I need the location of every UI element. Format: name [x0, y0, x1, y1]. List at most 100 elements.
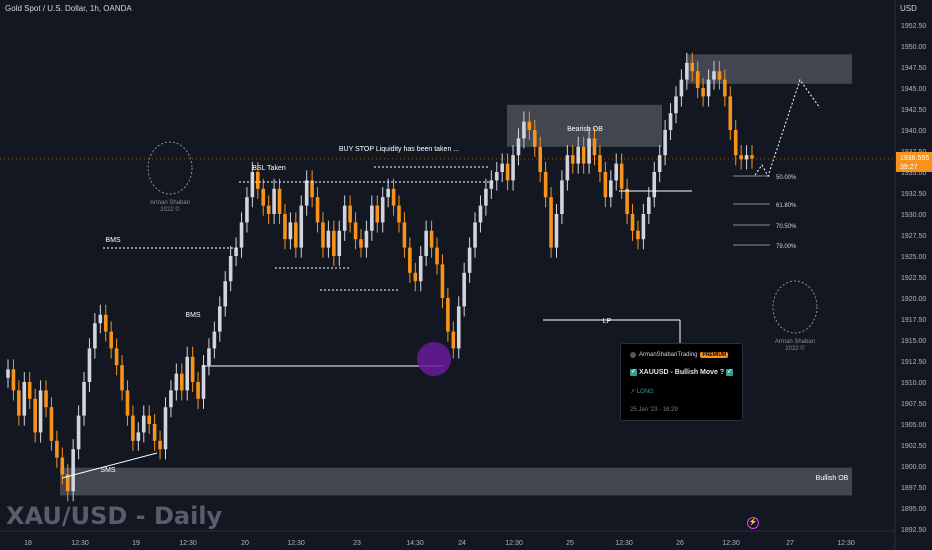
- candle-body: [717, 71, 722, 80]
- signal-card[interactable]: ArmanShabanTrading PREMIUM ✓ XAUUSD - Bu…: [620, 343, 743, 421]
- candle-body: [152, 424, 157, 441]
- logo-name: Arman Shaban: [150, 200, 190, 206]
- order-block-zone: [686, 54, 852, 84]
- direction-label: ↗ LONG: [630, 389, 654, 395]
- candle-body: [744, 155, 749, 160]
- candle-body: [87, 348, 92, 382]
- candle-body: [332, 230, 336, 256]
- card-date: 25 Jan '23 - 16:29: [630, 407, 678, 413]
- candle-body: [690, 62, 695, 72]
- candle-body: [22, 382, 27, 416]
- candle-body: [565, 155, 570, 181]
- candle-body: [359, 239, 363, 248]
- price-tag-countdown: 39:27: [900, 164, 918, 171]
- candle-body: [451, 331, 456, 349]
- premium-badge: PREMIUM: [700, 352, 729, 358]
- logo-name: Arman Shaban: [775, 339, 815, 345]
- candle-body: [739, 155, 743, 160]
- candle-body: [402, 222, 407, 248]
- currency-label: USD: [900, 4, 917, 13]
- candle-body: [679, 79, 684, 97]
- candle-body: [196, 382, 200, 399]
- candle-body: [147, 415, 151, 424]
- liquidity-circle: [417, 342, 451, 376]
- y-tick-label: 1925.00: [901, 254, 926, 261]
- candle-body: [38, 390, 43, 433]
- candle-body: [570, 155, 575, 164]
- candle-body: [141, 415, 146, 433]
- candle-body: [581, 146, 586, 164]
- candle-body: [456, 306, 461, 349]
- candle-body: [435, 247, 439, 265]
- x-tick-label: 23: [353, 540, 361, 547]
- checkmark-icon: ✓: [630, 369, 637, 376]
- lightning-icon[interactable]: ⚡: [747, 517, 759, 529]
- fib-level-label: 50.00%: [776, 175, 797, 181]
- candle-body: [701, 88, 705, 97]
- candle-body: [310, 180, 314, 198]
- candle-body: [636, 230, 640, 240]
- candle-body: [239, 222, 244, 248]
- candle-body: [685, 62, 689, 80]
- candle-body: [511, 155, 515, 181]
- candle-body: [657, 155, 662, 172]
- y-tick-label: 1905.00: [901, 422, 926, 429]
- candle-body: [429, 230, 434, 248]
- chart-title: Gold Spot / U.S. Dollar, 1h, OANDA: [5, 4, 132, 13]
- candle-body: [619, 163, 624, 189]
- candle-body: [723, 79, 727, 97]
- candle-body: [288, 222, 293, 240]
- candle-body: [467, 247, 472, 273]
- annotation-label: BMS: [185, 312, 201, 319]
- candle-body: [190, 356, 195, 382]
- candle-body: [179, 373, 184, 391]
- y-tick-label: 1907.50: [901, 401, 926, 408]
- candle-body: [397, 205, 401, 223]
- candle-body: [136, 432, 141, 441]
- price-tag-value: 1936.555: [900, 155, 929, 162]
- candle-body: [228, 256, 233, 282]
- author-name: ArmanShabanTrading: [639, 352, 698, 358]
- candle-body: [494, 172, 499, 181]
- candle-body: [446, 298, 450, 332]
- candle-body: [440, 264, 445, 298]
- x-tick-label: 12:30: [722, 540, 740, 547]
- y-tick-label: 1900.00: [901, 464, 926, 471]
- candle-body: [98, 314, 103, 324]
- candle-body: [223, 281, 228, 307]
- candle-body: [103, 314, 108, 332]
- x-tick-label: 12:30: [287, 540, 305, 547]
- symbol-watermark: XAU/USD - Daily: [6, 502, 223, 530]
- y-tick-label: 1897.50: [901, 485, 926, 492]
- y-tick-label: 1902.50: [901, 443, 926, 450]
- brain-logo-icon: [772, 280, 818, 334]
- candle-body: [484, 188, 488, 206]
- y-tick-label: 1945.00: [901, 86, 926, 93]
- candle-body: [76, 415, 81, 450]
- candle-body: [125, 390, 130, 416]
- candle-body: [11, 369, 16, 391]
- candle-body: [109, 331, 113, 349]
- y-tick-label: 1930.00: [901, 212, 926, 219]
- candle-body: [217, 306, 222, 332]
- candle-body: [592, 138, 597, 156]
- candle-body: [728, 96, 733, 130]
- y-tick-label: 1935.00: [901, 170, 926, 177]
- candle-body: [706, 79, 711, 97]
- card-title: XAUUSD - Bullish Move ?: [639, 369, 725, 376]
- card-title-row: ✓ XAUUSD - Bullish Move ? ✓: [630, 369, 734, 376]
- projection-path: [754, 78, 821, 178]
- price-tag: [896, 151, 932, 172]
- candle-body: [272, 188, 276, 214]
- candle-body: [60, 457, 65, 475]
- candle-body: [245, 197, 249, 223]
- fib-level-label: 61.80%: [776, 203, 797, 209]
- logo-year: 2022 ©: [785, 345, 805, 352]
- y-tick-label: 1910.00: [901, 380, 926, 387]
- candle-body: [65, 474, 70, 492]
- candle-body: [266, 205, 271, 214]
- candle-body: [733, 130, 738, 156]
- candle-body: [277, 188, 282, 214]
